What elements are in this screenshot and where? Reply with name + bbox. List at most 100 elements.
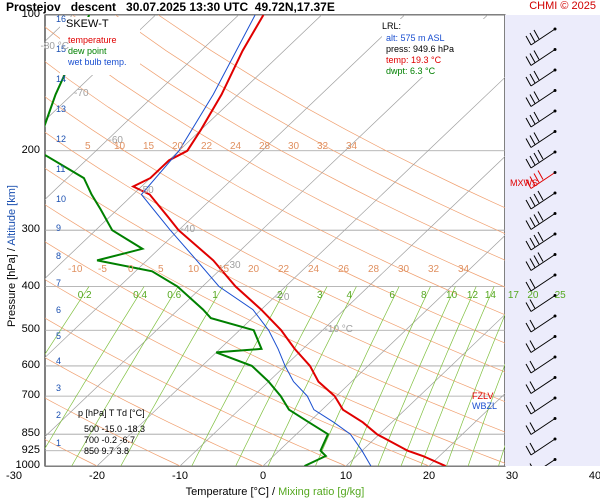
lrl-box: LRL: alt: 575 m ASL press: 949.6 hPa tem…: [382, 19, 490, 77]
chart-title: Prostejov descent 30.07.2025 13:30 UTC 4…: [6, 0, 335, 14]
theta-label: 30: [288, 140, 300, 152]
temperature-tick-label: 0: [259, 470, 267, 482]
copyright-label: CHMI © 2025: [529, 0, 596, 12]
isotherm-line: [179, 155, 505, 466]
temperature-tick-label: 40: [588, 470, 600, 482]
altitude-tick-label: 2: [56, 410, 62, 421]
mixing-ratio-label: 12: [466, 290, 479, 302]
mixing-ratio-label: 8: [420, 290, 427, 302]
mixing-ratio-label: 20: [527, 290, 539, 302]
x-axis-label: Temperature [°C] / Mixing ratio [g/kg]: [45, 486, 505, 498]
isotherm-label: -10 °C: [324, 324, 353, 336]
mixing-ratio-line: [267, 286, 357, 466]
wind-barb: [525, 190, 557, 210]
altitude-tick-label: 6: [56, 304, 62, 315]
x-axis-label-temperature: Temperature [°C]: [185, 486, 269, 498]
legend-box: SKEW-T temperature dew point wet bulb te…: [60, 17, 140, 75]
theta-label: 26: [338, 263, 350, 275]
wind-barbs: [525, 27, 557, 466]
mixing-ratio-label: 2: [277, 290, 283, 302]
legend-wetbulb: wet bulb temp.: [68, 57, 127, 67]
pressure-tick-label: 200: [21, 143, 40, 156]
legend-title: SKEW-T: [66, 18, 109, 30]
wind-barb: [525, 149, 557, 169]
mixing-ratio-label: 3: [317, 290, 323, 302]
altitude-tick-label: 8: [56, 250, 62, 261]
wind-barb-panel: [505, 15, 600, 466]
lrl-temp: temp: 19.3 °C: [386, 55, 442, 65]
isotherm-line: [45, 15, 239, 200]
theta-label: 20: [248, 263, 260, 275]
theta-label: 5: [85, 140, 91, 152]
isotherm-line: [96, 76, 505, 466]
lrl-press: press: 949.6 hPa: [386, 44, 455, 54]
theta-label: 15: [143, 140, 155, 152]
mixing-ratio-label: 25: [554, 290, 566, 302]
mixing-ratio-line: [45, 286, 145, 450]
theta-label: 22: [278, 263, 290, 275]
wind-barb: [525, 314, 557, 333]
dry-adiabat: [45, 96, 505, 344]
wind-barb: [525, 211, 557, 230]
wind-barb: [525, 252, 557, 271]
dry-adiabat: [115, 15, 505, 235]
mixing-ratio-line: [446, 313, 505, 466]
wbzl-label: WBZL: [472, 401, 498, 411]
theta-label: 34: [346, 140, 358, 152]
lrl-title: LRL:: [382, 21, 402, 31]
altitude-tick-label: 13: [56, 103, 67, 114]
mixing-ratio-label: 0.4: [133, 290, 148, 302]
mixing-ratio-label: 17: [507, 290, 519, 302]
theta-label: 15: [218, 263, 230, 275]
altitude-tick-label: 14: [56, 73, 67, 84]
altitude-tick-label: 4: [56, 355, 62, 366]
wind-barb: [525, 335, 557, 353]
lrl-dwpt: dwpt: 6.3 °C: [386, 66, 436, 76]
altitude-tick-label: 11: [56, 164, 66, 175]
mixing-ratio-line: [120, 286, 224, 466]
mixing-ratio-label: 1: [212, 290, 218, 302]
dry-adiabat: [72, 15, 505, 261]
theta-label: 24: [230, 140, 242, 152]
theta-label: 24: [308, 263, 320, 275]
wind-barb: [525, 68, 557, 87]
wind-barb: [525, 170, 557, 189]
wind-barb: [525, 376, 557, 394]
pressure-tick-label: 700: [21, 389, 40, 402]
mixing-ratio-label: 10: [446, 290, 458, 302]
isotherm-label: -60: [108, 134, 123, 146]
temperature-tick-label: 30: [505, 470, 519, 482]
theta-label: 32: [428, 263, 440, 275]
plot-area: [44, 14, 506, 467]
y-axis-label-altitude: Altitude [km]: [6, 185, 18, 246]
mxws-label: MXWS: [510, 178, 538, 188]
wind-barb: [525, 417, 557, 435]
altitude-tick-label: 12: [56, 133, 67, 144]
dry-adiabat: [45, 167, 505, 403]
altitude-tick-label: 3: [56, 383, 62, 394]
data-layer: [45, 15, 447, 466]
wetbulb-line: [140, 15, 372, 466]
dry-adiabat: [158, 15, 505, 209]
theta-label: -10: [68, 263, 83, 275]
mixing-ratio-label: 0.6: [167, 290, 182, 302]
wind-barb: [525, 355, 557, 374]
isotherm-label: -30: [226, 259, 241, 271]
isotherm-label: -50: [139, 184, 154, 196]
x-axis-label-mixing: Mixing ratio [g/kg]: [278, 486, 365, 498]
isotherm-line: [262, 235, 505, 466]
wind-barb: [525, 294, 557, 312]
dry-adiabat: [45, 26, 505, 288]
mixing-ratio-line: [377, 286, 456, 466]
dry-adiabat: [45, 131, 505, 373]
altitude-tick-label: 10: [56, 193, 67, 204]
mixing-ratio-line: [315, 286, 400, 466]
altitude-tick-label: 9: [56, 223, 62, 234]
dry-adiabat: [45, 204, 505, 433]
altitude-tick-label: 15: [56, 43, 67, 54]
altitude-tick-label: 7: [56, 278, 62, 289]
isotherm-line: [45, 15, 405, 358]
mixing-ratio-line: [420, 286, 495, 466]
mixing-ratio-line: [467, 363, 505, 466]
theta-label: 30: [398, 263, 410, 275]
